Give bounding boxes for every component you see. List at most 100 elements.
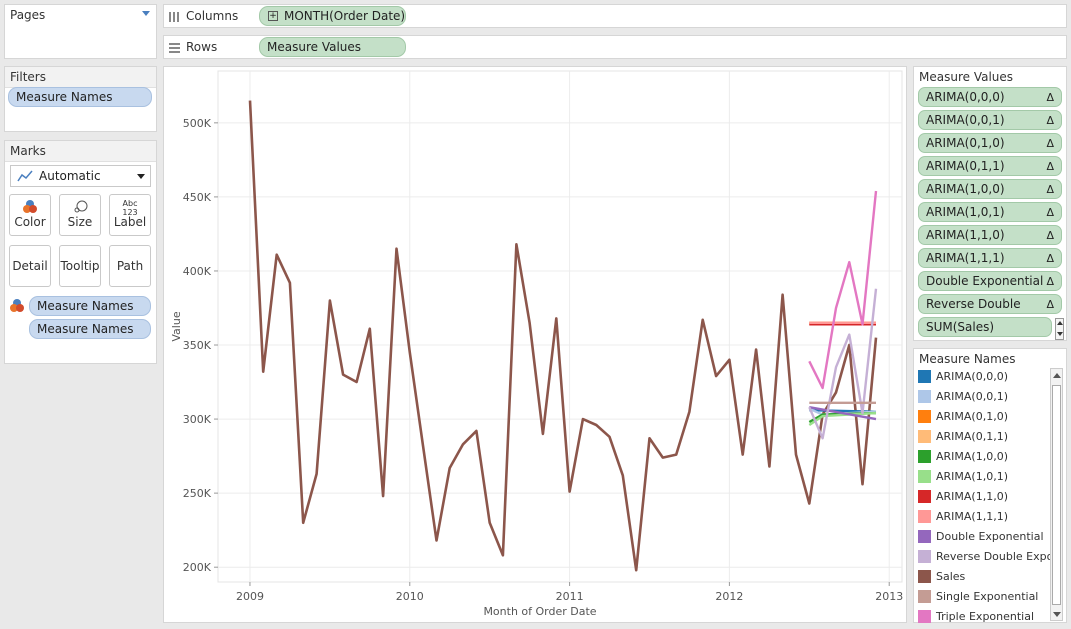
series-line-reverse-double-expo bbox=[808, 288, 878, 440]
label-icon: Abc 123 bbox=[122, 199, 138, 217]
pages-title: Pages bbox=[5, 5, 156, 25]
legend-label: ARIMA(0,1,1) bbox=[936, 430, 1008, 443]
columns-pill[interactable]: + MONTH(Order Date) bbox=[259, 6, 406, 26]
measure-value-label: ARIMA(1,1,0) bbox=[926, 228, 1005, 242]
measure-value-label: Double Exponential bbox=[926, 274, 1044, 288]
delta-icon: Δ bbox=[1046, 252, 1054, 265]
path-label: Path bbox=[116, 259, 144, 273]
legend-swatch bbox=[918, 570, 931, 583]
plot-area bbox=[217, 70, 903, 583]
legend-label: ARIMA(0,0,1) bbox=[936, 390, 1008, 403]
size-button[interactable]: Size bbox=[59, 194, 101, 236]
scroll-down-icon[interactable] bbox=[1057, 332, 1063, 336]
chevron-down-icon bbox=[137, 174, 145, 179]
legend-label: Sales bbox=[936, 570, 966, 583]
delta-icon: Δ bbox=[1046, 183, 1054, 196]
delta-icon: Δ bbox=[1046, 298, 1054, 311]
marks-title: Marks bbox=[5, 141, 156, 162]
legend-title: Measure Names bbox=[914, 349, 1066, 369]
tooltip-label: Tooltip bbox=[60, 259, 100, 273]
measure-values-title: Measure Values bbox=[914, 67, 1066, 87]
delta-icon: Δ bbox=[1046, 114, 1054, 127]
measure-value-pill[interactable]: Double Exponential Δ bbox=[918, 271, 1062, 291]
legend-label: ARIMA(1,1,0) bbox=[936, 490, 1008, 503]
series-line-sales bbox=[248, 100, 878, 572]
legend-label: Single Exponential bbox=[936, 590, 1039, 603]
marks-path-field-pill[interactable]: Measure Names bbox=[29, 319, 151, 339]
legend-swatch bbox=[918, 430, 931, 443]
measure-value-label: ARIMA(0,0,0) bbox=[926, 90, 1005, 104]
color-button[interactable]: Color bbox=[9, 194, 51, 236]
filter-pill-measure-names[interactable]: Measure Names bbox=[8, 87, 152, 107]
scroll-down-icon[interactable] bbox=[1053, 612, 1061, 617]
y-axis-title: Value bbox=[170, 311, 183, 341]
measure-value-pill[interactable]: ARIMA(0,0,1) Δ bbox=[918, 110, 1062, 130]
measure-value-pill[interactable]: ARIMA(1,1,1) Δ bbox=[918, 248, 1062, 268]
delta-icon: Δ bbox=[1046, 206, 1054, 219]
rows-icon bbox=[169, 43, 180, 53]
mark-type-label: Automatic bbox=[39, 169, 101, 183]
measure-value-label: ARIMA(1,1,1) bbox=[926, 251, 1005, 265]
measure-value-pill[interactable]: SUM(Sales) bbox=[918, 317, 1052, 337]
scroll-up-icon[interactable] bbox=[1053, 373, 1061, 378]
measure-value-pill[interactable]: ARIMA(1,0,0) Δ bbox=[918, 179, 1062, 199]
x-tick-label: 2009 bbox=[236, 590, 264, 603]
measure-values-scrollbar[interactable] bbox=[1055, 318, 1064, 340]
legend-scrollbar[interactable] bbox=[1050, 368, 1063, 621]
legend-swatch bbox=[918, 390, 931, 403]
y-tick-label: 250K bbox=[183, 487, 212, 500]
legend-scroll-thumb[interactable] bbox=[1052, 385, 1061, 605]
measure-value-pill[interactable]: ARIMA(0,0,0) Δ bbox=[918, 87, 1062, 107]
label-button[interactable]: Abc 123 Label bbox=[109, 194, 151, 236]
line-chart[interactable]: 200K 250K 300K 350K 400K 450K 500K 2009 2010 2011… bbox=[164, 67, 906, 622]
x-tick-label: 2013 bbox=[875, 590, 903, 603]
detail-button[interactable]: Detail bbox=[9, 245, 51, 287]
legend-label: Reverse Double Expo.. bbox=[936, 550, 1061, 563]
chart-panel: 200K 250K 300K 350K 400K 450K 500K 2009 2010 2011… bbox=[163, 66, 907, 623]
pages-dropdown-icon[interactable] bbox=[142, 11, 150, 16]
mark-type-dropdown[interactable]: Automatic bbox=[10, 165, 151, 187]
marks-color-field-pill[interactable]: Measure Names bbox=[29, 296, 151, 316]
measure-value-pill[interactable]: ARIMA(0,1,0) Δ bbox=[918, 133, 1062, 153]
expand-icon[interactable]: + bbox=[268, 11, 278, 21]
legend-swatch bbox=[918, 610, 931, 623]
delta-icon: Δ bbox=[1046, 160, 1054, 173]
series-line-arima-1-0-1 bbox=[808, 411, 877, 426]
y-tick-label: 500K bbox=[183, 117, 212, 130]
legend-label: ARIMA(1,0,1) bbox=[936, 470, 1008, 483]
legend-swatch bbox=[918, 510, 931, 523]
measure-value-pill[interactable]: Reverse Double Expo..Δ bbox=[918, 294, 1062, 330]
legend-label: Triple Exponential bbox=[936, 610, 1035, 623]
legend-swatch bbox=[918, 450, 931, 463]
x-tick-label: 2011 bbox=[556, 590, 584, 603]
measure-value-label: ARIMA(1,0,0) bbox=[926, 182, 1005, 196]
rows-label: Rows bbox=[186, 40, 218, 54]
legend-swatch bbox=[918, 410, 931, 423]
legend-panel: Measure Names bbox=[913, 348, 1067, 623]
legend-swatch bbox=[918, 470, 931, 483]
pages-panel: Pages bbox=[4, 4, 157, 59]
measure-value-label: SUM(Sales) bbox=[926, 320, 995, 334]
delta-icon: Δ bbox=[1046, 275, 1054, 288]
x-axis-title: Month of Order Date bbox=[483, 605, 596, 618]
measure-value-pill[interactable]: ARIMA(1,0,1) Δ bbox=[918, 202, 1062, 222]
line-chart-icon bbox=[17, 170, 33, 182]
legend-label: ARIMA(0,1,0) bbox=[936, 410, 1008, 423]
y-tick-label: 400K bbox=[183, 265, 212, 278]
legend-swatch bbox=[918, 530, 931, 543]
measure-value-label: ARIMA(0,1,0) bbox=[926, 136, 1005, 150]
measure-value-pill[interactable]: ARIMA(0,1,1) Δ bbox=[918, 156, 1062, 176]
series-line-double-exponential bbox=[809, 406, 877, 421]
filters-title: Filters bbox=[5, 67, 156, 88]
columns-label: Columns bbox=[186, 9, 239, 23]
x-tick-label: 2010 bbox=[396, 590, 424, 603]
legend-label: ARIMA(1,0,0) bbox=[936, 450, 1008, 463]
tooltip-button[interactable]: Tooltip bbox=[59, 245, 101, 287]
delta-icon: Δ bbox=[1046, 229, 1054, 242]
scroll-up-icon[interactable] bbox=[1057, 321, 1063, 325]
measure-value-pill[interactable]: ARIMA(1,1,0) Δ bbox=[918, 225, 1062, 245]
path-button[interactable]: Path bbox=[109, 245, 151, 287]
legend-label: Double Exponential bbox=[936, 530, 1044, 543]
rows-pill[interactable]: Measure Values bbox=[259, 37, 406, 57]
legend-swatch bbox=[918, 590, 931, 603]
